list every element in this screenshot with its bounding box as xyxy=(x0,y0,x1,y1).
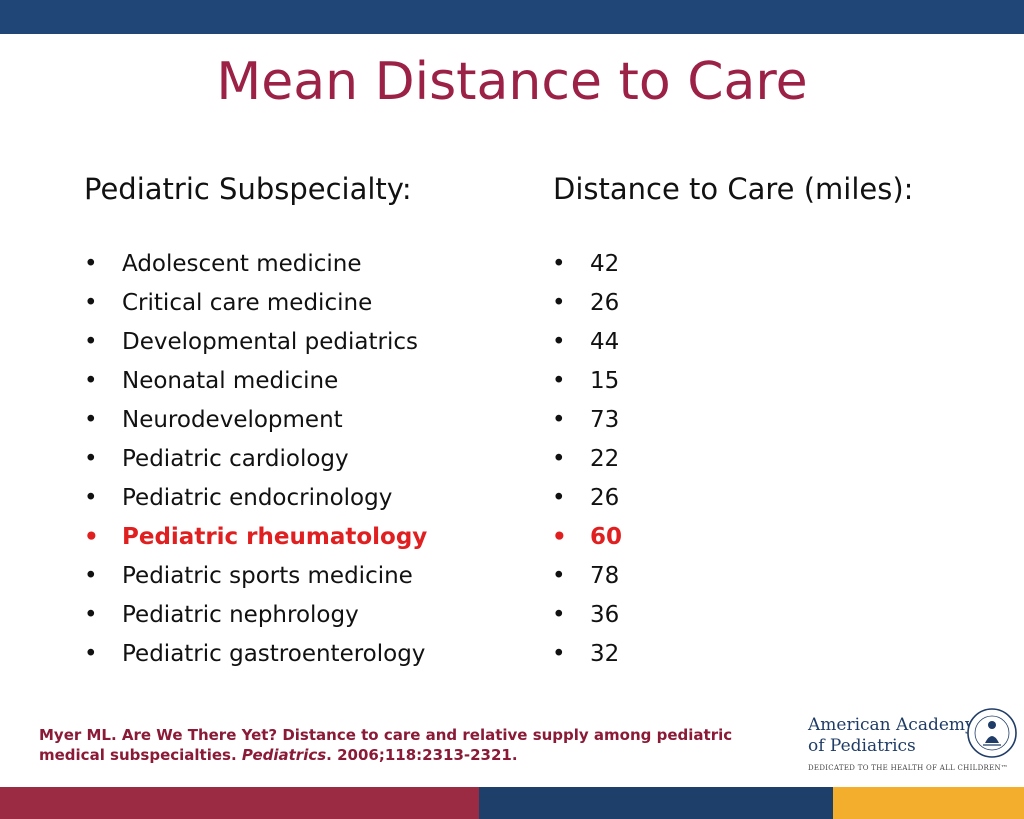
subspecialty-item-text: Pediatric sports medicine xyxy=(122,563,413,589)
distance-item-text: 36 xyxy=(590,602,620,628)
subspecialty-item-text: Adolescent medicine xyxy=(122,251,362,277)
subspecialty-item: • Neonatal medicine xyxy=(84,364,427,403)
subspecialty-item-text: Critical care medicine xyxy=(122,290,373,316)
bullet-icon: • xyxy=(552,290,566,316)
distance-item-text: 22 xyxy=(590,446,620,472)
subspecialty-item: • Neurodevelopment xyxy=(84,403,427,442)
slide-title: Mean Distance to Care xyxy=(216,52,808,112)
aap-seal-icon xyxy=(967,708,1017,758)
citation-text: Myer ML. Are We There Yet? Distance to c… xyxy=(39,726,733,764)
bottom-bar-blue-segment xyxy=(479,787,833,819)
bullet-icon: • xyxy=(552,524,567,550)
subspecialty-item: • Pediatric endocrinology xyxy=(84,481,427,520)
distance-item: • 42 xyxy=(552,247,622,286)
distance-column-header: Distance to Care (miles): xyxy=(553,172,914,206)
bullet-icon: • xyxy=(84,485,98,511)
distance-item-text: 78 xyxy=(590,563,620,589)
bullet-icon: • xyxy=(84,290,98,316)
distance-item: • 22 xyxy=(552,442,622,481)
distance-list: • 42 • 26 • 44 • 15 • 73 • 22 • 26 • 60 • 78 • 36 • 32 xyxy=(552,247,622,676)
distance-item: • 60 xyxy=(552,520,622,559)
bottom-bar-yellow-segment xyxy=(833,787,1024,819)
bullet-icon: • xyxy=(552,485,566,511)
logo-name-line1: American Academy xyxy=(808,715,975,735)
bullet-icon: • xyxy=(84,641,98,667)
bullet-icon: • xyxy=(552,368,566,394)
subspecialty-item: • Pediatric rheumatology xyxy=(84,520,427,559)
subspecialty-item-text: Neonatal medicine xyxy=(122,368,339,394)
subspecialty-item-text: Developmental pediatrics xyxy=(122,329,418,355)
distance-item-text: 32 xyxy=(590,641,620,667)
subspecialty-item-text: Neurodevelopment xyxy=(122,407,343,433)
distance-item-text: 44 xyxy=(590,329,620,355)
bottom-bar-red-segment xyxy=(0,787,479,819)
bullet-icon: • xyxy=(552,251,566,277)
distance-item: • 36 xyxy=(552,598,622,637)
aap-logo: American Academy of Pediatrics DEDICATED… xyxy=(808,705,1020,777)
distance-item: • 32 xyxy=(552,637,622,676)
bullet-icon: • xyxy=(84,329,98,355)
subspecialty-item: • Critical care medicine xyxy=(84,286,427,325)
distance-item: • 15 xyxy=(552,364,622,403)
subspecialty-item: • Pediatric gastroenterology xyxy=(84,637,427,676)
subspecialty-column-header: Pediatric Subspecialty: xyxy=(84,172,412,206)
bullet-icon: • xyxy=(552,563,566,589)
bullet-icon: • xyxy=(84,602,98,628)
subspecialty-item: • Adolescent medicine xyxy=(84,247,427,286)
subspecialty-item-text: Pediatric nephrology xyxy=(122,602,359,628)
bullet-icon: • xyxy=(552,446,566,472)
bullet-icon: • xyxy=(84,446,98,472)
distance-item-text: 73 xyxy=(590,407,620,433)
top-color-bar xyxy=(0,0,1024,34)
citation: Myer ML. Are We There Yet? Distance to c… xyxy=(39,725,779,765)
subspecialty-item-text: Pediatric gastroenterology xyxy=(122,641,426,667)
bullet-icon: • xyxy=(84,524,99,550)
distance-item: • 44 xyxy=(552,325,622,364)
logo-tagline: DEDICATED TO THE HEALTH OF ALL CHILDREN™ xyxy=(808,764,1009,772)
subspecialty-item-text: Pediatric rheumatology xyxy=(122,524,428,550)
subspecialty-item: • Developmental pediatrics xyxy=(84,325,427,364)
subspecialty-item: • Pediatric sports medicine xyxy=(84,559,427,598)
citation-journal: Pediatrics xyxy=(241,746,327,764)
bullet-icon: • xyxy=(84,407,98,433)
distance-item-text: 15 xyxy=(590,368,620,394)
distance-item-text: 60 xyxy=(590,524,623,550)
logo-name-line2: of Pediatrics xyxy=(808,736,916,756)
distance-item: • 26 xyxy=(552,481,622,520)
distance-item: • 73 xyxy=(552,403,622,442)
distance-item: • 26 xyxy=(552,286,622,325)
bottom-color-bar xyxy=(0,787,1024,819)
distance-item-text: 42 xyxy=(590,251,620,277)
bullet-icon: • xyxy=(552,641,566,667)
subspecialty-item-text: Pediatric cardiology xyxy=(122,446,349,472)
citation-details: . 2006;118:2313-2321. xyxy=(326,746,518,764)
distance-item-text: 26 xyxy=(590,290,620,316)
distance-item-text: 26 xyxy=(590,485,620,511)
bullet-icon: • xyxy=(552,407,566,433)
subspecialty-item: • Pediatric cardiology xyxy=(84,442,427,481)
subspecialty-item: • Pediatric nephrology xyxy=(84,598,427,637)
subspecialty-list: • Adolescent medicine • Critical care medic… xyxy=(84,247,427,676)
bullet-icon: • xyxy=(84,251,98,277)
bullet-icon: • xyxy=(84,563,98,589)
bullet-icon: • xyxy=(552,329,566,355)
bullet-icon: • xyxy=(552,602,566,628)
distance-item: • 78 xyxy=(552,559,622,598)
bullet-icon: • xyxy=(84,368,98,394)
subspecialty-item-text: Pediatric endocrinology xyxy=(122,485,393,511)
